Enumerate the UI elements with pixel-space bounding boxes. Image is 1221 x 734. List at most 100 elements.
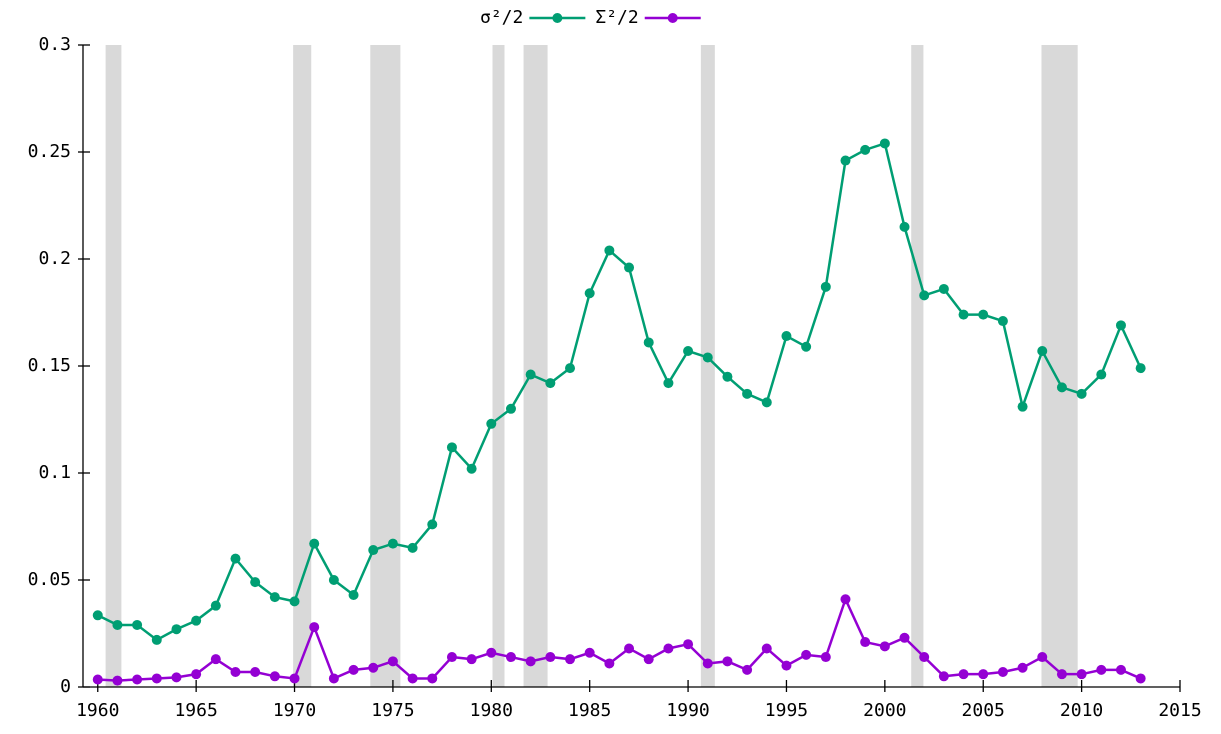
data-point — [446, 652, 457, 663]
data-point — [427, 673, 438, 684]
data-point — [250, 577, 261, 588]
data-point — [820, 652, 831, 663]
data-point — [525, 656, 536, 667]
data-point — [112, 675, 123, 686]
data-point — [978, 309, 989, 320]
data-point — [1135, 363, 1146, 374]
data-point — [919, 290, 930, 301]
data-point — [505, 652, 516, 663]
data-point — [1017, 401, 1028, 412]
data-point — [132, 674, 143, 685]
data-point — [565, 363, 576, 374]
series-line — [97, 141, 1142, 642]
data-point — [604, 658, 615, 669]
y-tick-label: 0.1 — [38, 462, 71, 483]
data-point — [1056, 669, 1067, 680]
data-point — [191, 669, 202, 680]
data-point — [742, 664, 753, 675]
legend-marker — [667, 13, 678, 23]
data-point — [860, 144, 871, 155]
data-point — [643, 654, 654, 665]
data-point — [387, 538, 398, 549]
data-point — [466, 654, 477, 665]
data-point — [761, 397, 772, 408]
data-point — [387, 656, 398, 667]
data-point — [368, 545, 379, 556]
data-point — [663, 378, 674, 389]
data-point — [801, 649, 812, 660]
data-point — [328, 673, 339, 684]
data-point — [486, 418, 497, 429]
data-point — [584, 647, 595, 658]
data-point — [348, 664, 359, 675]
data-point — [1096, 664, 1107, 675]
data-point — [250, 667, 261, 678]
data-point — [407, 542, 418, 553]
x-tick-label: 1995 — [765, 700, 808, 721]
data-point — [328, 575, 339, 585]
x-tick-label: 1960 — [76, 700, 119, 721]
data-point — [781, 660, 792, 671]
data-point — [781, 331, 792, 342]
data-point — [742, 388, 753, 399]
data-point — [210, 600, 221, 611]
data-point — [663, 643, 674, 654]
recession-band — [492, 45, 505, 687]
x-tick-label: 2010 — [1060, 700, 1103, 721]
data-point — [230, 553, 241, 564]
y-tick-label: 0.2 — [38, 248, 71, 269]
data-point — [899, 632, 910, 643]
data-point — [151, 673, 162, 684]
data-point — [112, 619, 123, 630]
data-point — [997, 316, 1008, 327]
data-point — [938, 671, 949, 682]
data-point — [505, 403, 516, 414]
data-point — [1076, 388, 1087, 399]
data-point — [624, 643, 635, 654]
recession-band — [700, 45, 715, 687]
data-point — [269, 671, 280, 682]
data-point — [92, 674, 103, 685]
data-point — [702, 352, 713, 363]
data-point — [643, 337, 654, 348]
data-point — [309, 538, 320, 549]
data-point — [1037, 652, 1048, 663]
data-point — [269, 592, 280, 603]
x-tick-label: 1980 — [470, 700, 513, 721]
data-point — [210, 654, 221, 665]
data-point — [722, 371, 733, 382]
data-point — [801, 341, 812, 352]
y-tick-label: 0.3 — [38, 34, 71, 55]
data-point — [289, 673, 300, 684]
recession-band — [523, 45, 548, 687]
data-point — [722, 656, 733, 667]
data-point — [466, 463, 477, 474]
data-point — [1115, 320, 1126, 331]
data-point — [879, 641, 890, 652]
recession-band — [1041, 45, 1078, 687]
y-tick-label: 0.25 — [28, 141, 71, 162]
data-point — [1096, 369, 1107, 380]
data-point — [840, 594, 851, 605]
data-point — [919, 652, 930, 663]
data-point — [92, 610, 103, 621]
recession-band — [293, 45, 312, 687]
data-point — [230, 667, 241, 678]
data-point — [761, 643, 772, 654]
data-point — [899, 221, 910, 232]
data-point — [1115, 664, 1126, 675]
data-point — [427, 519, 438, 530]
x-tick-label: 1990 — [666, 700, 709, 721]
recession-band — [370, 45, 401, 687]
data-point — [171, 624, 182, 635]
data-point — [1056, 382, 1067, 393]
data-point — [525, 369, 536, 380]
x-tick-label: 1970 — [273, 700, 316, 721]
data-point — [938, 283, 949, 294]
data-point — [683, 346, 694, 357]
data-point — [879, 138, 890, 149]
data-point — [584, 288, 595, 299]
data-point — [683, 639, 694, 650]
data-point — [997, 667, 1008, 678]
